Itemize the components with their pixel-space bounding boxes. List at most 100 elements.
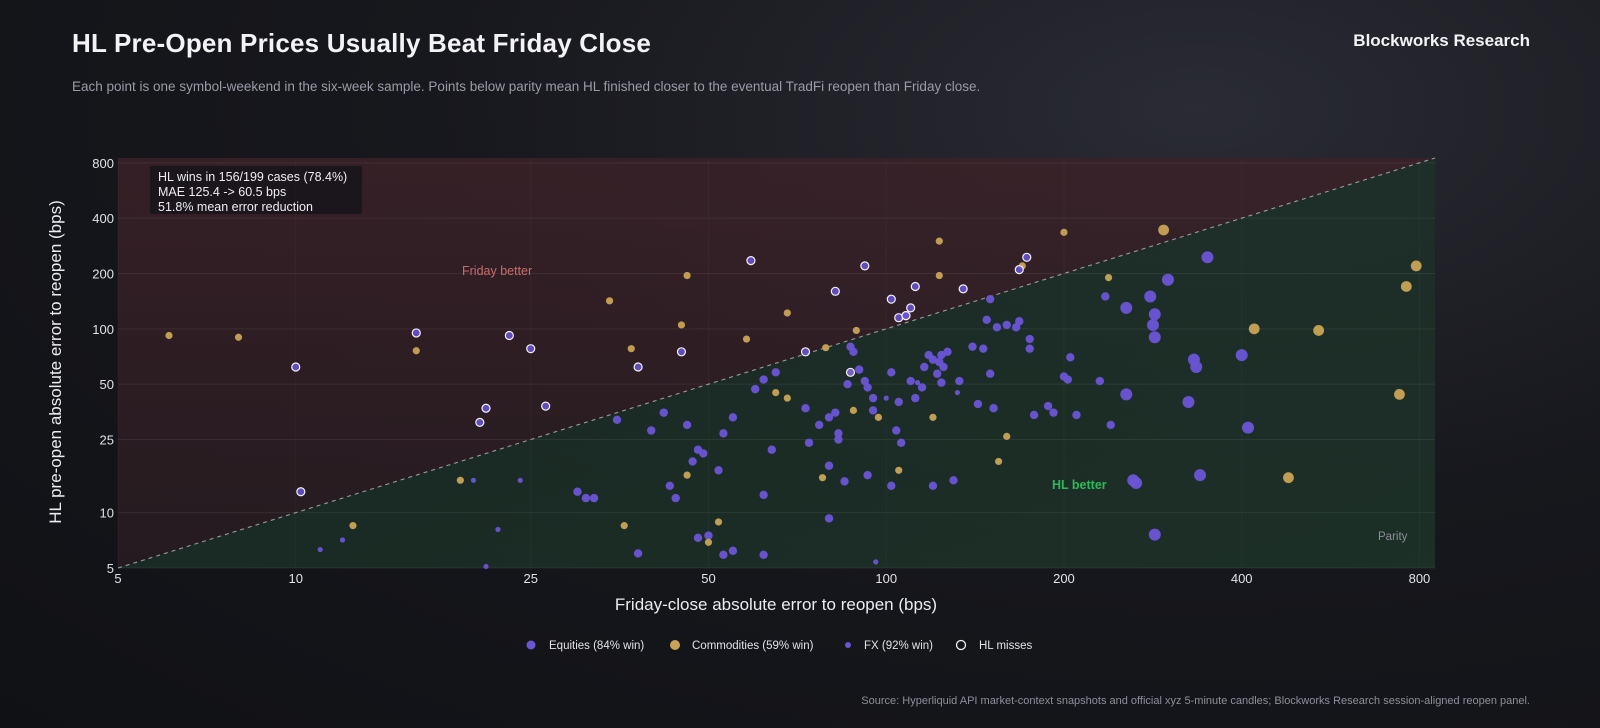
point-equities bbox=[1101, 292, 1110, 301]
point-commodities bbox=[742, 335, 751, 343]
point-equities bbox=[589, 493, 599, 503]
point-commodities bbox=[874, 413, 883, 421]
point-misses bbox=[296, 487, 306, 497]
y-tick-label: 800 bbox=[92, 156, 114, 171]
y-tick-label: 10 bbox=[100, 506, 114, 521]
point-equities bbox=[682, 420, 692, 430]
point-equities bbox=[1059, 372, 1069, 381]
point-equities bbox=[1025, 334, 1034, 344]
point-equities bbox=[728, 546, 738, 556]
point-misses bbox=[845, 367, 856, 377]
point-equities bbox=[759, 375, 768, 384]
x-axis-label: Friday-close absolute error to reopen (b… bbox=[615, 595, 937, 614]
point-commodities bbox=[1400, 281, 1412, 292]
brand-logo-text: Blockworks Research bbox=[1353, 31, 1530, 50]
point-commodities bbox=[1003, 432, 1011, 440]
point-equities bbox=[1120, 301, 1133, 314]
point-commodities bbox=[783, 309, 791, 317]
y-tick-label: 50 bbox=[100, 377, 114, 392]
point-equities bbox=[1146, 318, 1159, 331]
point-commodities bbox=[234, 333, 243, 341]
point-equities bbox=[1144, 290, 1157, 303]
x-tick-label: 400 bbox=[1231, 571, 1253, 586]
point-commodities bbox=[349, 522, 357, 530]
point-equities bbox=[831, 408, 840, 417]
point-equities bbox=[860, 376, 870, 386]
point-equities bbox=[814, 420, 824, 430]
point-fx bbox=[470, 477, 477, 483]
point-misses bbox=[746, 256, 756, 266]
point-misses bbox=[291, 362, 301, 372]
point-equities bbox=[714, 466, 723, 475]
point-commodities bbox=[818, 474, 827, 482]
point-commodities bbox=[935, 271, 943, 280]
point-equities bbox=[751, 384, 760, 394]
point-misses bbox=[886, 294, 896, 304]
point-commodities bbox=[783, 394, 791, 402]
x-tick-label: 200 bbox=[1053, 571, 1075, 586]
point-equities bbox=[955, 376, 964, 386]
point-misses bbox=[910, 281, 920, 292]
point-commodities bbox=[994, 457, 1003, 466]
point-equities bbox=[1043, 401, 1053, 411]
point-equities bbox=[824, 514, 834, 523]
point-commodities bbox=[1248, 323, 1260, 335]
y-axis-label: HL pre-open absolute error to reopen (bp… bbox=[46, 200, 65, 524]
point-commodities bbox=[1394, 388, 1405, 400]
point-commodities bbox=[456, 476, 464, 484]
point-misses bbox=[901, 311, 911, 321]
point-equities bbox=[759, 550, 768, 559]
y-axis-ticks: 5 10 25 50 100 200 400 800 bbox=[92, 156, 114, 576]
point-misses bbox=[860, 261, 870, 271]
y-tick-label: 400 bbox=[92, 211, 114, 226]
point-commodities bbox=[605, 297, 614, 305]
point-fx bbox=[873, 559, 879, 565]
point-equities bbox=[1066, 353, 1075, 362]
point-equities bbox=[1182, 395, 1195, 408]
point-equities bbox=[719, 550, 728, 559]
point-commodities bbox=[1313, 325, 1325, 336]
parity-label: Parity bbox=[1378, 531, 1408, 543]
point-commodities bbox=[165, 331, 173, 340]
legend-label-fx: FX (92% win) bbox=[864, 640, 933, 652]
point-equities bbox=[693, 445, 703, 454]
point-equities bbox=[688, 457, 697, 466]
x-tick-label: 50 bbox=[701, 571, 715, 586]
point-equities bbox=[665, 481, 674, 491]
point-commodities bbox=[895, 466, 903, 474]
point-equities bbox=[771, 368, 780, 377]
x-tick-label: 5 bbox=[114, 571, 121, 586]
point-equities bbox=[1120, 388, 1133, 401]
point-equities bbox=[573, 487, 582, 496]
point-equities bbox=[1072, 410, 1081, 420]
point-commodities bbox=[677, 321, 686, 329]
point-commodities bbox=[935, 237, 943, 245]
point-equities bbox=[968, 342, 977, 351]
point-equities bbox=[854, 365, 864, 374]
point-fx bbox=[954, 389, 961, 396]
point-equities bbox=[985, 294, 995, 304]
point-commodities bbox=[620, 522, 628, 530]
point-equities bbox=[937, 350, 946, 360]
point-commodities bbox=[1158, 224, 1170, 236]
y-tick-label: 100 bbox=[92, 322, 114, 337]
point-equities bbox=[979, 344, 988, 353]
point-equities bbox=[849, 347, 858, 357]
point-commodities bbox=[1060, 228, 1068, 236]
point-equities bbox=[704, 531, 713, 540]
point-equities bbox=[887, 481, 896, 491]
point-equities bbox=[671, 493, 680, 503]
annotation-reduction: 51.8% mean error reduction bbox=[158, 200, 313, 214]
point-equities bbox=[693, 533, 703, 542]
point-equities bbox=[920, 362, 929, 372]
x-tick-label: 800 bbox=[1409, 571, 1431, 586]
point-equities bbox=[906, 376, 915, 386]
point-misses bbox=[906, 303, 916, 313]
point-commodities bbox=[714, 518, 723, 526]
point-equities bbox=[843, 379, 852, 389]
point-equities bbox=[801, 404, 810, 413]
point-equities bbox=[1029, 410, 1039, 420]
point-equities bbox=[612, 415, 622, 425]
annotation-box: HL wins in 156/199 cases (78.4%) MAE 125… bbox=[150, 166, 362, 214]
source-note: Source: Hyperliquid API market-context s… bbox=[861, 695, 1530, 707]
